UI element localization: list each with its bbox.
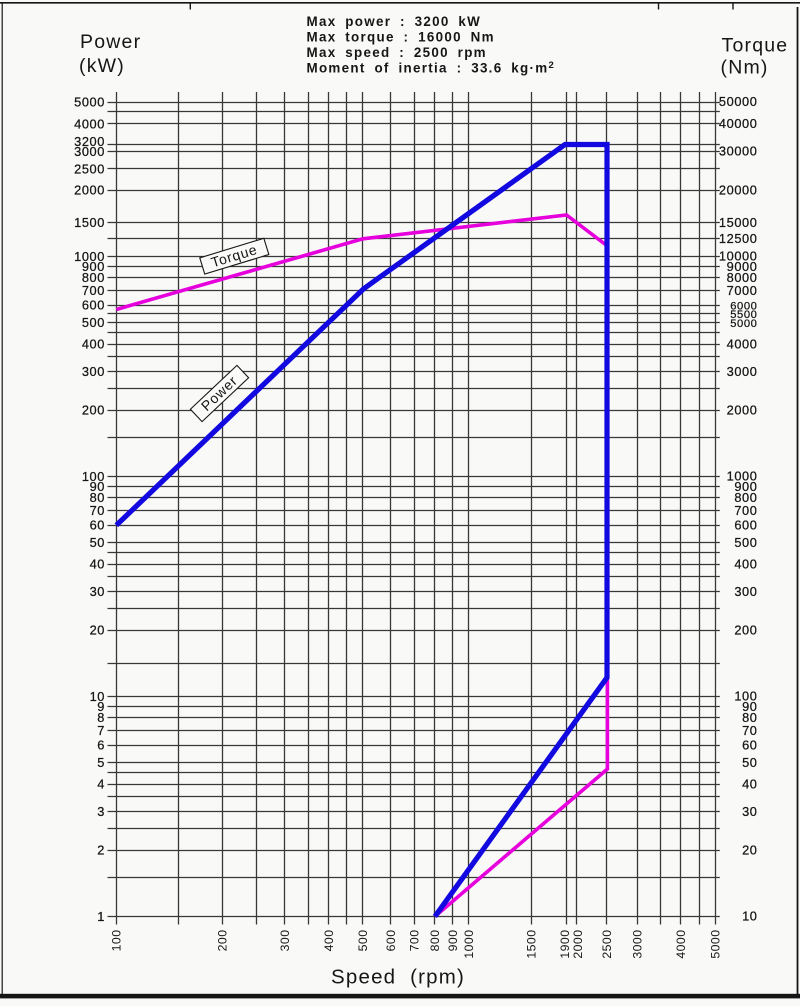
svg-text:400: 400 (322, 930, 336, 952)
svg-text:200: 200 (734, 623, 757, 638)
svg-text:3000: 3000 (631, 930, 645, 959)
svg-text:4000: 4000 (727, 336, 758, 351)
svg-text:200: 200 (216, 930, 230, 952)
svg-text:5000: 5000 (709, 930, 723, 959)
svg-text:1900: 1900 (558, 930, 572, 959)
svg-text:400: 400 (734, 556, 757, 571)
svg-text:9: 9 (97, 699, 105, 714)
svg-text:1500: 1500 (524, 930, 538, 959)
svg-text:6000: 6000 (730, 301, 757, 313)
svg-text:100: 100 (110, 930, 124, 952)
svg-text:40: 40 (742, 776, 757, 791)
svg-text:60: 60 (742, 738, 757, 753)
svg-text:800: 800 (82, 270, 105, 285)
svg-text:8: 8 (97, 710, 105, 725)
svg-text:3200: 3200 (74, 134, 105, 149)
svg-text:2000: 2000 (727, 403, 758, 418)
svg-text:800: 800 (734, 490, 757, 505)
svg-text:Max power : 3200 kW: Max power : 3200 kW (307, 14, 482, 29)
svg-text:50: 50 (742, 755, 757, 770)
svg-text:Max torque : 16000 Nm: Max torque : 16000 Nm (307, 29, 495, 44)
svg-text:70: 70 (742, 723, 757, 738)
svg-text:1000: 1000 (727, 469, 758, 484)
svg-text:12500: 12500 (719, 231, 758, 246)
svg-text:60: 60 (90, 518, 105, 533)
svg-text:Speed (rpm): Speed (rpm) (331, 966, 465, 989)
svg-text:900: 900 (82, 259, 105, 274)
svg-text:2000: 2000 (74, 183, 105, 198)
svg-text:7: 7 (97, 723, 105, 738)
svg-text:900: 900 (734, 479, 757, 494)
svg-text:Moment of inertia : 33.6 kg·m2: Moment of inertia : 33.6 kg·m2 (307, 60, 556, 76)
svg-text:5000: 5000 (730, 318, 757, 330)
svg-text:10: 10 (90, 689, 105, 704)
svg-text:(Nm): (Nm) (721, 57, 769, 79)
svg-text:300: 300 (82, 364, 105, 379)
svg-text:500: 500 (82, 315, 105, 330)
svg-text:300: 300 (278, 930, 292, 952)
svg-text:500: 500 (356, 930, 370, 952)
svg-text:3: 3 (97, 804, 105, 819)
svg-text:600: 600 (734, 518, 757, 533)
svg-text:1000: 1000 (462, 930, 476, 959)
svg-text:Max speed : 2500 rpm: Max speed : 2500 rpm (307, 45, 487, 60)
svg-text:100: 100 (734, 689, 757, 704)
svg-text:2500: 2500 (74, 161, 105, 176)
svg-text:100: 100 (82, 469, 105, 484)
svg-text:Power: Power (80, 31, 141, 53)
svg-text:4000: 4000 (74, 116, 105, 131)
svg-text:400: 400 (82, 337, 105, 352)
svg-text:8000: 8000 (727, 270, 758, 285)
svg-text:80: 80 (742, 710, 757, 725)
svg-text:7000: 7000 (727, 283, 758, 298)
svg-text:5: 5 (97, 755, 105, 770)
svg-text:40000: 40000 (719, 116, 758, 131)
svg-text:80: 80 (90, 490, 105, 505)
svg-text:600: 600 (384, 930, 398, 952)
svg-text:20: 20 (742, 843, 757, 858)
svg-text:5000: 5000 (74, 94, 105, 109)
svg-text:70: 70 (90, 503, 105, 518)
svg-text:700: 700 (734, 503, 757, 518)
svg-text:20000: 20000 (719, 182, 758, 197)
svg-text:10000: 10000 (719, 249, 758, 264)
svg-text:5500: 5500 (730, 309, 757, 321)
svg-text:300: 300 (734, 584, 757, 599)
svg-text:50: 50 (90, 535, 105, 550)
svg-text:30: 30 (742, 804, 757, 819)
svg-text:3000: 3000 (727, 364, 758, 379)
svg-text:30000: 30000 (719, 144, 758, 159)
svg-text:1000: 1000 (74, 249, 105, 264)
svg-text:30: 30 (90, 584, 105, 599)
svg-text:(kW): (kW) (79, 55, 125, 77)
svg-text:2: 2 (97, 843, 105, 858)
svg-text:6: 6 (97, 738, 105, 753)
svg-text:3000: 3000 (74, 144, 105, 159)
svg-text:4: 4 (97, 777, 105, 792)
svg-text:9000: 9000 (727, 259, 758, 274)
svg-text:700: 700 (82, 283, 105, 298)
svg-text:200: 200 (82, 403, 105, 418)
svg-text:90: 90 (90, 479, 105, 494)
svg-text:1: 1 (97, 909, 105, 924)
svg-text:10: 10 (742, 909, 757, 924)
svg-text:15000: 15000 (719, 215, 758, 230)
svg-text:20: 20 (90, 623, 105, 638)
svg-text:1500: 1500 (74, 215, 105, 230)
svg-text:90: 90 (742, 699, 757, 714)
svg-text:Torque: Torque (722, 35, 789, 57)
svg-text:2000: 2000 (571, 930, 585, 959)
svg-text:600: 600 (82, 298, 105, 313)
svg-text:50000: 50000 (719, 94, 758, 109)
svg-text:2500: 2500 (600, 930, 614, 959)
svg-text:4000: 4000 (674, 930, 688, 959)
svg-text:800: 800 (428, 930, 442, 952)
svg-text:700: 700 (408, 930, 422, 952)
svg-text:900: 900 (446, 930, 460, 952)
svg-text:500: 500 (734, 535, 757, 550)
svg-text:40: 40 (90, 557, 105, 572)
